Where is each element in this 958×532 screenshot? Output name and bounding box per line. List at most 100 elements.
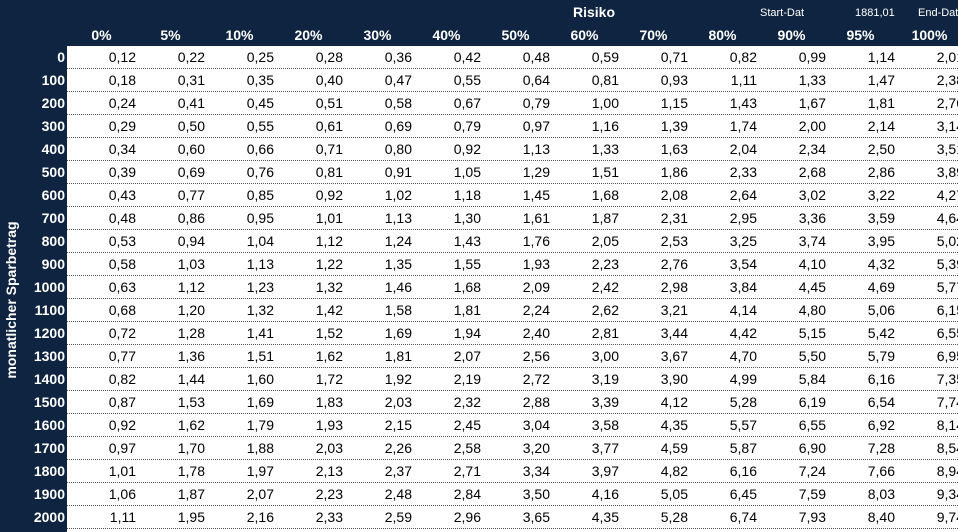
table-cell[interactable]: 3,54	[729, 256, 757, 272]
table-cell[interactable]: 2,03	[315, 440, 343, 456]
table-cell[interactable]: 1,74	[729, 118, 757, 134]
column-header[interactable]: 70%	[639, 27, 668, 43]
table-cell[interactable]: 3,19	[591, 371, 619, 387]
row-header[interactable]: 1800	[33, 463, 65, 479]
table-cell[interactable]: 0,66	[246, 141, 274, 157]
table-cell[interactable]: 2,08	[660, 187, 688, 203]
table-cell[interactable]: 1,11	[109, 509, 136, 525]
row-header[interactable]: 900	[41, 256, 65, 272]
table-cell[interactable]: 0,51	[315, 95, 343, 111]
table-cell[interactable]: 2,00	[798, 118, 826, 134]
table-cell[interactable]: 1,93	[522, 256, 550, 272]
table-cell[interactable]: 1,43	[453, 233, 481, 249]
table-cell[interactable]: 1,61	[522, 210, 550, 226]
table-cell[interactable]: 1,62	[315, 348, 343, 364]
column-header[interactable]: 95%	[846, 27, 875, 43]
table-cell[interactable]: 1,04	[246, 233, 274, 249]
table-cell[interactable]: 1,97	[246, 463, 274, 479]
table-cell[interactable]: 7,74	[936, 394, 958, 410]
column-header[interactable]: 100%	[911, 27, 948, 43]
table-cell[interactable]: 1,41	[246, 325, 274, 341]
table-cell[interactable]: 1,69	[384, 325, 412, 341]
table-cell[interactable]: 3,39	[591, 394, 619, 410]
table-cell[interactable]: 0,48	[108, 210, 136, 226]
table-cell[interactable]: 3,14	[936, 118, 958, 134]
table-cell[interactable]: 1,06	[108, 486, 136, 502]
table-cell[interactable]: 0,61	[315, 118, 343, 134]
row-header[interactable]: 600	[41, 187, 65, 203]
table-cell[interactable]: 4,10	[798, 256, 826, 272]
table-cell[interactable]: 0,95	[246, 210, 274, 226]
table-cell[interactable]: 0,99	[798, 49, 826, 65]
column-header[interactable]: 60%	[570, 27, 599, 43]
table-cell[interactable]: 2,16	[246, 509, 274, 525]
table-cell[interactable]: 2,95	[729, 210, 757, 226]
table-cell[interactable]: 5,28	[660, 509, 688, 525]
table-cell[interactable]: 1,45	[522, 187, 550, 203]
row-header[interactable]: 1700	[33, 440, 65, 456]
table-cell[interactable]: 2,81	[591, 325, 619, 341]
table-cell[interactable]: 2,59	[384, 509, 412, 525]
row-header[interactable]: 1400	[33, 371, 65, 387]
table-cell[interactable]: 1,68	[591, 187, 619, 203]
table-cell[interactable]: 6,92	[867, 417, 895, 433]
table-cell[interactable]: 0,63	[108, 279, 136, 295]
table-cell[interactable]: 2,38	[936, 72, 958, 88]
table-cell[interactable]: 0,87	[108, 394, 136, 410]
table-cell[interactable]: 0,71	[660, 49, 688, 65]
table-cell[interactable]: 1,93	[315, 417, 343, 433]
table-cell[interactable]: 0,97	[522, 118, 550, 134]
table-cell[interactable]: 4,14	[729, 302, 757, 318]
table-cell[interactable]: 0,60	[177, 141, 205, 157]
table-cell[interactable]: 5,05	[660, 486, 688, 502]
table-cell[interactable]: 1,30	[453, 210, 481, 226]
table-cell[interactable]: 6,55	[936, 325, 958, 341]
table-cell[interactable]: 1,70	[177, 440, 205, 456]
table-cell[interactable]: 0,81	[315, 164, 343, 180]
table-cell[interactable]: 0,92	[108, 417, 136, 433]
column-header[interactable]: 5%	[160, 27, 181, 43]
table-cell[interactable]: 0,31	[177, 72, 205, 88]
table-cell[interactable]: 0,91	[384, 164, 412, 180]
table-cell[interactable]: 3,84	[729, 279, 757, 295]
row-header[interactable]: 700	[41, 210, 65, 226]
table-cell[interactable]: 3,50	[522, 486, 550, 502]
table-cell[interactable]: 1,51	[246, 348, 274, 364]
table-cell[interactable]: 1,24	[384, 233, 412, 249]
column-header[interactable]: 80%	[708, 27, 737, 43]
table-cell[interactable]: 0,34	[108, 141, 136, 157]
table-cell[interactable]: 3,59	[867, 210, 895, 226]
table-cell[interactable]: 2,62	[591, 302, 619, 318]
row-header[interactable]: 1200	[33, 325, 65, 341]
table-cell[interactable]: 6,16	[729, 463, 757, 479]
table-cell[interactable]: 1,00	[591, 95, 619, 111]
table-cell[interactable]: 1,42	[315, 302, 343, 318]
table-cell[interactable]: 0,82	[108, 371, 136, 387]
table-cell[interactable]: 1,83	[315, 394, 343, 410]
table-cell[interactable]: 0,18	[108, 72, 136, 88]
table-cell[interactable]: 2,50	[867, 141, 895, 157]
table-cell[interactable]: 2,48	[384, 486, 412, 502]
table-cell[interactable]: 4,42	[729, 325, 757, 341]
table-cell[interactable]: 2,84	[453, 486, 481, 502]
table-cell[interactable]: 0,82	[729, 49, 757, 65]
table-cell[interactable]: 3,97	[591, 463, 619, 479]
table-cell[interactable]: 3,77	[591, 440, 619, 456]
table-cell[interactable]: 1,01	[315, 210, 343, 226]
table-cell[interactable]: 1,88	[246, 440, 274, 456]
table-cell[interactable]: 4,32	[867, 256, 895, 272]
table-cell[interactable]: 2,01	[936, 49, 958, 65]
table-cell[interactable]: 0,81	[591, 72, 619, 88]
table-cell[interactable]: 1,28	[177, 325, 205, 341]
row-header[interactable]: 400	[41, 141, 65, 157]
table-cell[interactable]: 3,65	[522, 509, 550, 525]
table-cell[interactable]: 0,67	[453, 95, 481, 111]
table-cell[interactable]: 4,69	[867, 279, 895, 295]
table-cell[interactable]: 6,95	[936, 348, 958, 364]
table-cell[interactable]: 1,32	[246, 302, 274, 318]
table-cell[interactable]: 1,29	[522, 164, 550, 180]
table-cell[interactable]: 2,23	[315, 486, 343, 502]
table-cell[interactable]: 0,35	[246, 72, 274, 88]
table-cell[interactable]: 0,48	[522, 49, 550, 65]
table-cell[interactable]: 3,74	[798, 233, 826, 249]
